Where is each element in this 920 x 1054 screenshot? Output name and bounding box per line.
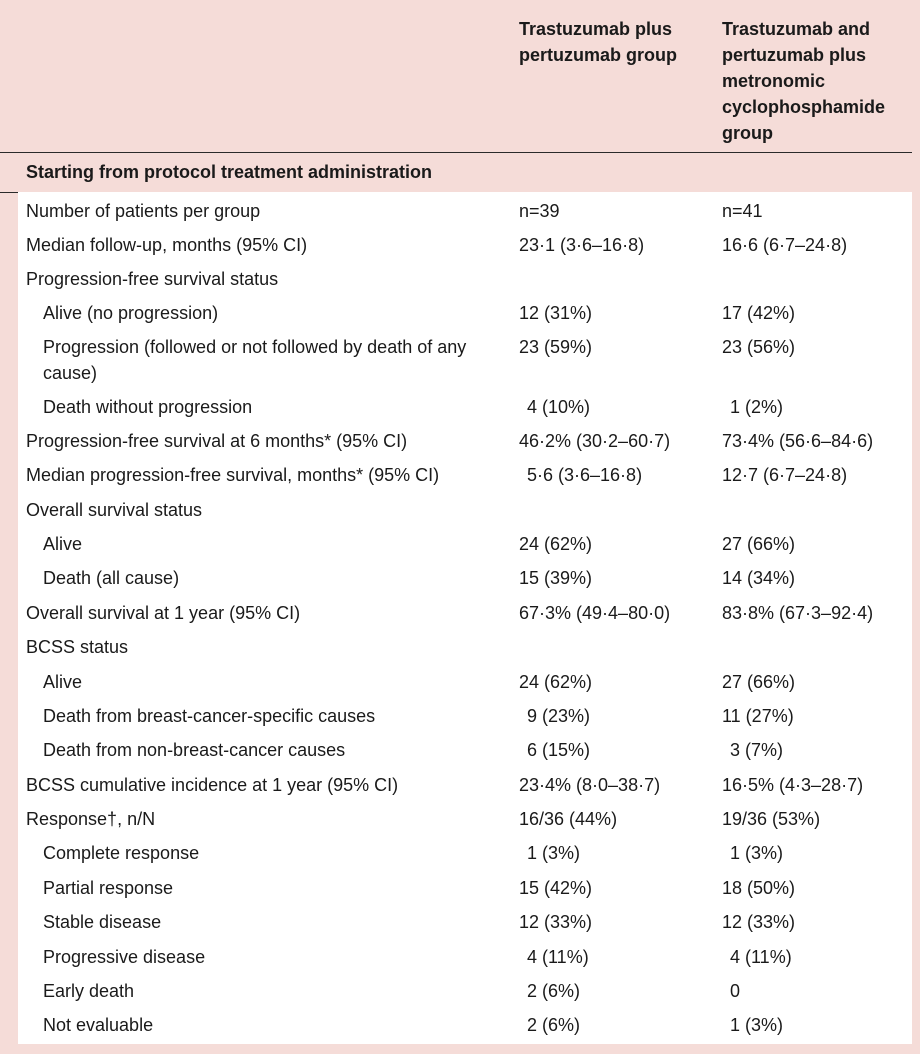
group1-value: 2 (6%) (527, 1015, 581, 1035)
row-label: Alive (no progression) (43, 303, 219, 323)
group1-value: 5·6 (3·6–16·8) (527, 465, 643, 485)
group2-value: 1 (2%) (730, 397, 784, 417)
group1-value: 67·3% (49·4–80·0) (519, 603, 671, 623)
row-label: Death from breast-cancer-specific causes (43, 706, 376, 726)
group1-value: 1 (3%) (527, 843, 581, 863)
row-label: Complete response (43, 843, 200, 863)
table-header: Trastuzumab plus pertuzumab group Trastu… (0, 0, 912, 153)
group2-value: 11 (27%) (722, 706, 794, 726)
row-label: Death without progression (43, 397, 253, 417)
row-label: Progressive disease (43, 947, 206, 967)
group1-value: 24 (62%) (519, 672, 593, 692)
section-title: Starting from protocol treatment adminis… (26, 162, 433, 182)
group1-value: 15 (42%) (519, 878, 593, 898)
group2-value: 27 (66%) (722, 672, 796, 692)
row-label: Overall survival at 1 year (95% CI) (26, 603, 301, 623)
group1-value: 46·2% (30·2–60·7) (519, 431, 671, 451)
group2-value: 19/36 (53%) (722, 809, 821, 829)
row-label: BCSS cumulative incidence at 1 year (95%… (26, 775, 399, 795)
group1-value: 24 (62%) (519, 534, 593, 554)
group2-value: 1 (3%) (730, 1015, 784, 1035)
group2-value: 16·6 (6·7–24·8) (722, 235, 848, 255)
group2-value: 0 (730, 981, 741, 1001)
group2-value: 17 (42%) (722, 303, 796, 323)
table-body: Number of patients per group n=39 n=41 M… (18, 192, 912, 1044)
group2-value: 16·5% (4·3–28·7) (722, 775, 864, 795)
section-header: Starting from protocol treatment adminis… (0, 153, 912, 193)
group2-value: 1 (3%) (730, 843, 784, 863)
row-label: Death (all cause) (43, 568, 180, 588)
row-label: Stable disease (43, 912, 162, 932)
group1-value: 12 (33%) (519, 912, 593, 932)
group2-value: 18 (50%) (722, 878, 796, 898)
group1-value: 2 (6%) (527, 981, 581, 1001)
group1-value: 4 (11%) (527, 947, 589, 967)
row-label: Not evaluable (43, 1015, 154, 1035)
row-label: Alive (43, 534, 83, 554)
row-label: Progression (followed or not followed by… (43, 337, 467, 383)
group2-value: n=41 (722, 201, 763, 221)
row-label: Overall survival status (26, 500, 203, 520)
group1-value: 23 (59%) (519, 337, 593, 357)
group1-value: 4 (10%) (527, 397, 591, 417)
group2-value: 23 (56%) (722, 337, 796, 357)
row-label: Progression-free survival status (26, 269, 279, 289)
row-label: Death from non-breast-cancer causes (43, 740, 346, 760)
group1-value: 15 (39%) (519, 568, 593, 588)
group1-value: n=39 (519, 201, 560, 221)
group2-value: 83·8% (67·3–92·4) (722, 603, 874, 623)
group2-value: 12·7 (6·7–24·8) (722, 465, 848, 485)
group2-value: 27 (66%) (722, 534, 796, 554)
group2-value: 12 (33%) (722, 912, 796, 932)
bottom-margin (0, 1044, 920, 1054)
group2-value: 73·4% (56·6–84·6) (722, 431, 874, 451)
row-label: Number of patients per group (26, 201, 261, 221)
group1-value: 12 (31%) (519, 303, 593, 323)
row-label: Progression-free survival at 6 months* (… (26, 431, 408, 451)
row-label: Partial response (43, 878, 174, 898)
group2-value: 3 (7%) (730, 740, 784, 760)
group1-value: 16/36 (44%) (519, 809, 618, 829)
row-label: Early death (43, 981, 135, 1001)
group1-value: 9 (23%) (527, 706, 591, 726)
group1-value: 23·1 (3·6–16·8) (519, 235, 645, 255)
group2-value: 4 (11%) (730, 947, 792, 967)
row-label: Median progression-free survival, months… (26, 465, 440, 485)
column-header-group1: Trastuzumab plus pertuzumab group (519, 19, 677, 65)
group2-value: 14 (34%) (722, 568, 796, 588)
row-label: BCSS status (26, 637, 129, 657)
column-header-group2: Trastuzumab and pertuzumab plus metronom… (722, 19, 886, 143)
row-label: Alive (43, 672, 83, 692)
group1-value: 6 (15%) (527, 740, 591, 760)
group1-value: 23·4% (8·0–38·7) (519, 775, 661, 795)
row-label: Response†, n/N (26, 809, 156, 829)
row-label: Median follow-up, months (95% CI) (26, 235, 308, 255)
